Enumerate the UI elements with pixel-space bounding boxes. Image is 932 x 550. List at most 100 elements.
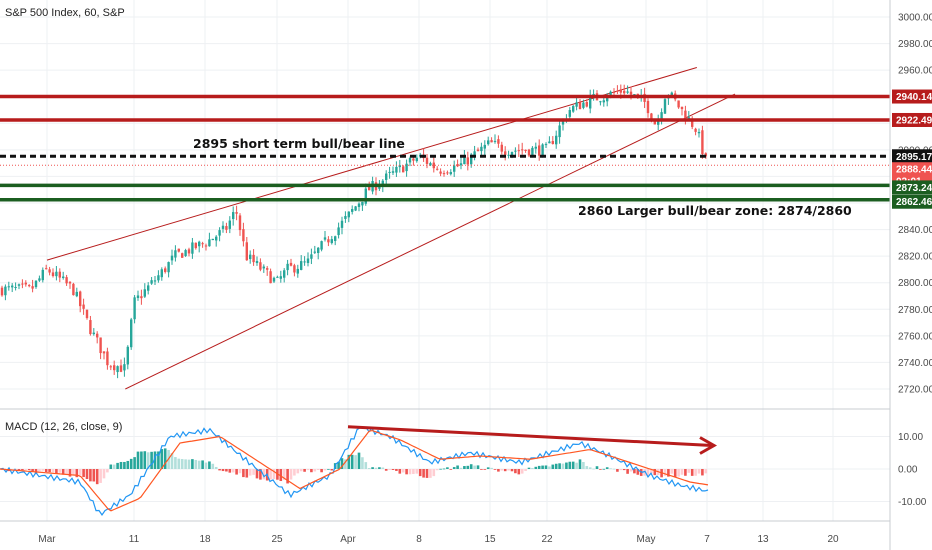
candle-body (92, 332, 95, 335)
candle-body (194, 242, 197, 249)
candle-body (82, 304, 85, 309)
candle-body (670, 92, 673, 96)
candle-body (17, 284, 21, 286)
macd-histogram-bar (140, 451, 143, 469)
macd-histogram-bar (214, 466, 218, 469)
macd-histogram-bar (701, 469, 704, 476)
macd-histogram-bar (456, 465, 459, 469)
candle-body (385, 173, 388, 180)
candle-body (7, 286, 10, 288)
macd-histogram-bar (697, 469, 701, 474)
candle-body (453, 165, 456, 172)
candle-body (388, 171, 391, 173)
candle-body (555, 135, 558, 145)
macd-histogram-bar (41, 469, 45, 471)
macd-histogram-bar (340, 458, 344, 469)
short-term-annotation: 2895 short term bull/bear line (193, 136, 405, 151)
macd-histogram-bar (282, 469, 286, 480)
price-badge (892, 162, 932, 177)
macd-histogram-bar (398, 469, 402, 474)
candle-body (629, 91, 633, 95)
macd-histogram-bar (225, 469, 228, 472)
macd-histogram-bar (466, 465, 470, 469)
time-tick-label: May (637, 534, 656, 545)
candle-body (313, 251, 316, 253)
candle-body (490, 140, 493, 143)
candle-body (538, 145, 541, 156)
candle-body (279, 276, 282, 279)
candle-body (4, 286, 7, 296)
time-tick-label: 25 (271, 534, 283, 545)
macd-histogram-bar (493, 469, 497, 470)
macd-tick-label: 0.00 (898, 465, 918, 476)
macd-histogram-bar (150, 451, 153, 469)
macd-histogram-bar (303, 469, 306, 472)
candle-body (106, 351, 109, 366)
macd-histogram-bar (469, 464, 473, 469)
candle-body (286, 263, 289, 271)
candle-body (221, 225, 225, 229)
candle-body (364, 188, 367, 204)
price-tick-label: 3000.00 (898, 13, 932, 24)
larger-zone-annotation: 2860 Larger bull/bear zone: 2874/2860 (578, 203, 852, 218)
candle-body (320, 241, 323, 250)
candle-body (116, 366, 119, 373)
candle-body (473, 151, 476, 156)
candle-body (89, 320, 92, 335)
candle-body (119, 365, 123, 372)
candle-body (276, 276, 279, 278)
macd-histogram-bar (531, 467, 534, 469)
price-badge-text: 2873.24 (896, 183, 932, 194)
macd-histogram-bar (561, 463, 565, 469)
candle-body (300, 261, 303, 270)
macd-histogram-bar (44, 469, 48, 473)
candle-body (198, 241, 201, 247)
candle-body (340, 220, 344, 228)
macd-histogram-bar (153, 451, 157, 469)
candle-body (623, 90, 626, 94)
candle-body (361, 201, 364, 206)
candle-body (677, 100, 680, 108)
macd-histogram-bar (575, 462, 578, 469)
candle-body (204, 245, 208, 247)
candle-body (259, 262, 262, 270)
candle-body (337, 227, 340, 236)
candle-body (55, 271, 58, 277)
candle-body (215, 236, 218, 241)
macd-histogram-bar (520, 469, 524, 474)
macd-histogram-bar (636, 469, 640, 475)
candle-body (113, 365, 116, 371)
macd-histogram-bar (571, 461, 575, 469)
candle-body (531, 147, 534, 157)
time-tick-label: 15 (484, 534, 496, 545)
time-tick-label: 22 (541, 534, 553, 545)
macd-histogram-bar (211, 463, 215, 469)
rising-wedge-channel (46, 67, 736, 390)
macd-histogram-bar (242, 469, 245, 478)
macd-histogram-bar (327, 468, 330, 470)
macd-histogram-bar (612, 468, 616, 470)
candle-body (551, 141, 554, 144)
candle-body (636, 93, 639, 96)
candle-body (524, 149, 527, 151)
macd-histogram-bar (497, 469, 500, 472)
macd-histogram-bar (354, 455, 357, 469)
macd-histogram-bar (85, 469, 89, 479)
candle-body (589, 95, 592, 109)
candle-body (164, 268, 167, 272)
candle-body (24, 282, 27, 285)
candle-body (96, 333, 99, 338)
macd-histogram-bar (605, 467, 609, 469)
candle-body (650, 113, 653, 121)
candle-body (266, 268, 269, 270)
macd-histogram-bar (106, 469, 109, 473)
candle-body (436, 168, 439, 170)
candle-body (317, 247, 320, 253)
price-tick-label: 2800.00 (898, 278, 932, 289)
macd-histogram-bar (92, 469, 96, 482)
candle-body (425, 157, 429, 164)
macd-histogram-bar (102, 469, 106, 479)
candle-body (0, 287, 4, 296)
macd-histogram-bar (133, 457, 136, 469)
price-tick-label: 2980.00 (898, 39, 932, 50)
